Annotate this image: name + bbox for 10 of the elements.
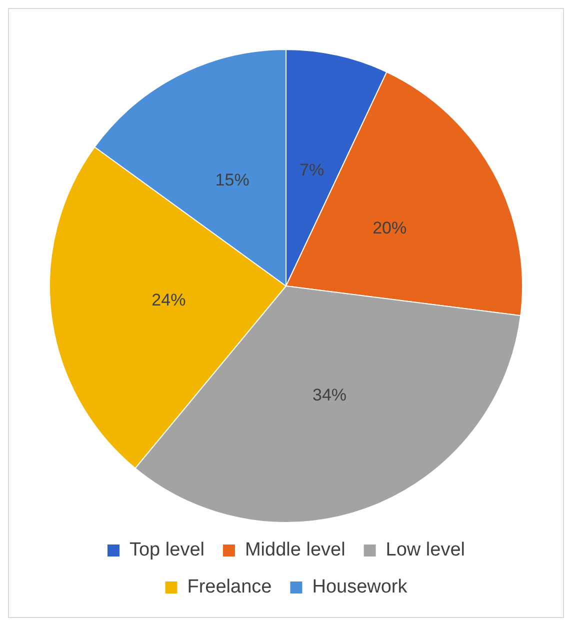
legend-label: Freelance: [187, 576, 272, 598]
data-label: 34%: [312, 386, 347, 405]
data-label: 7%: [300, 160, 324, 180]
data-label: 20%: [372, 218, 407, 238]
legend-label: Housework: [312, 576, 408, 598]
legend-label: Middle level: [244, 540, 346, 561]
data-label: 24%: [152, 290, 186, 310]
legend-label: Top level: [129, 540, 204, 561]
legend-label: Low level: [386, 540, 466, 561]
data-label: 15%: [215, 170, 250, 190]
